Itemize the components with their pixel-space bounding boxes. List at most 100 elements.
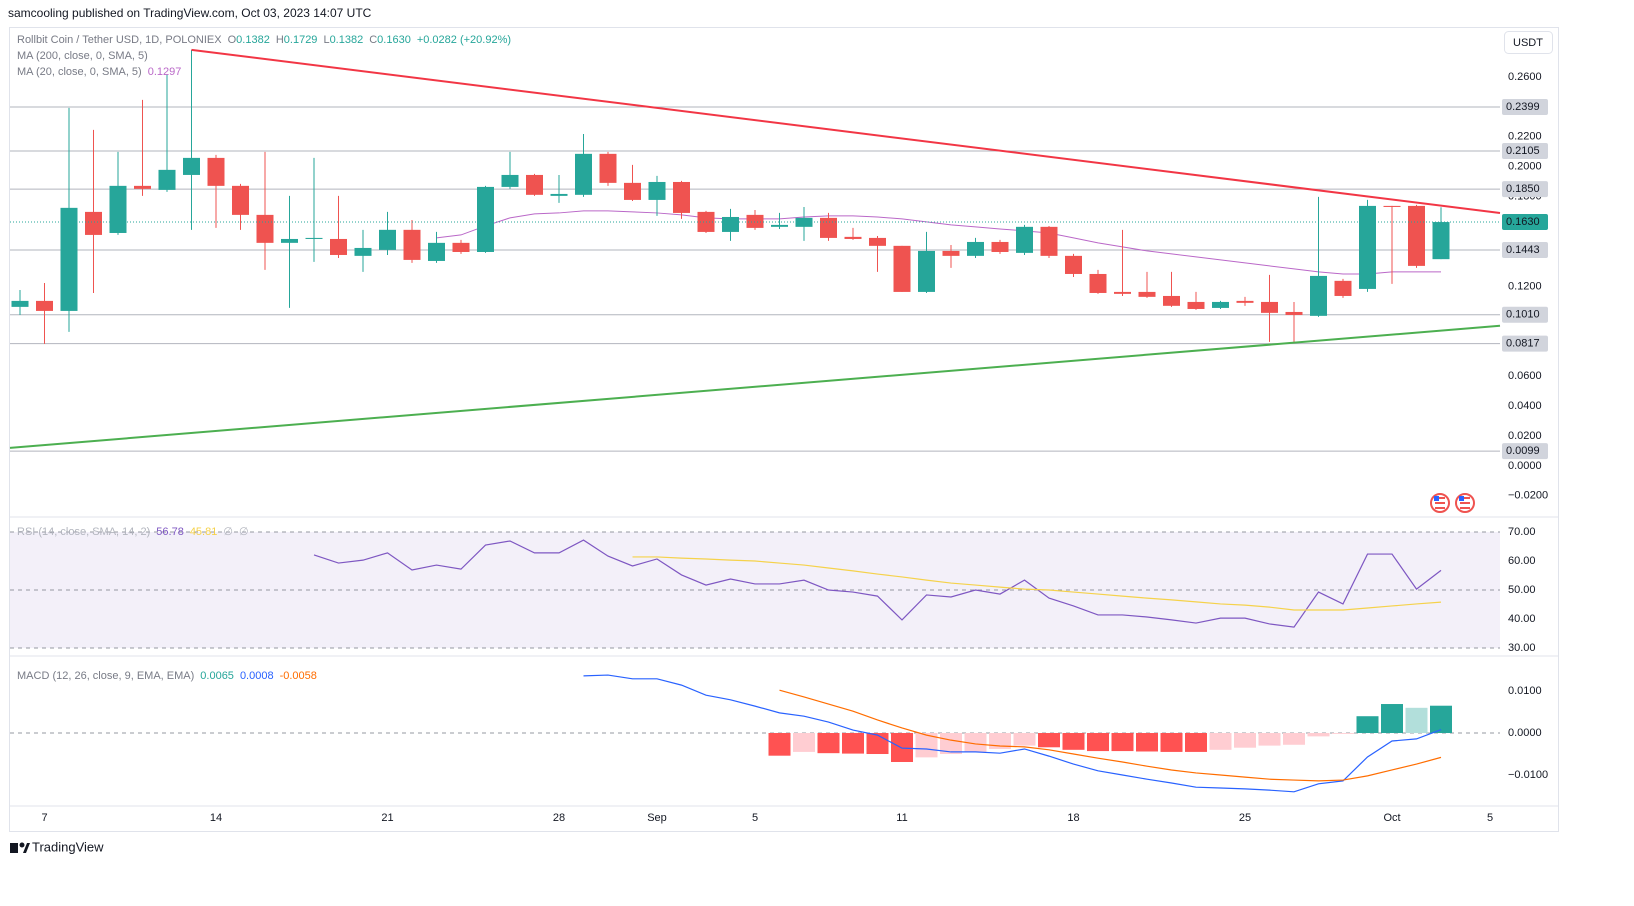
candle-body (1310, 275, 1327, 316)
histogram-bar (1038, 733, 1060, 748)
histogram-bar (1111, 733, 1134, 752)
histogram-bar (1087, 733, 1109, 752)
candle-body (869, 237, 886, 246)
candle-body (11, 300, 29, 307)
x-tick-label: 25 (1239, 812, 1251, 824)
x-tick-label: 7 (41, 812, 47, 824)
indicator-value: -0.0058 (280, 670, 317, 682)
candle-body (1089, 273, 1107, 293)
candle-body (1236, 300, 1254, 303)
candle-body (232, 185, 249, 215)
x-tick-label: 21 (381, 812, 393, 824)
flag-stripe (1460, 502, 1470, 504)
ohlc-value: 0.1382 (236, 34, 270, 46)
candle-body (1383, 205, 1401, 207)
ma-line (436, 210, 1441, 275)
candle-body (134, 185, 151, 189)
level-label-bg (1502, 335, 1548, 352)
candle-body (1432, 222, 1450, 260)
indicator-extra: ∅ (239, 526, 249, 538)
histogram-bar (1013, 733, 1036, 746)
level-label-bg (1502, 242, 1548, 259)
price-change: +0.0282 (+20.92%) (417, 34, 511, 46)
histogram-bar (817, 733, 840, 754)
indicator-name: MA (20, close, 0, SMA, 5) (17, 66, 142, 78)
y-tick-label: 70.00 (1508, 526, 1536, 538)
flag-icons (1430, 493, 1475, 513)
candle-body (1065, 255, 1082, 274)
candle-body (1359, 205, 1376, 289)
x-tick-label: 5 (752, 812, 758, 824)
candle-body (36, 300, 53, 311)
level-label: 0.1010 (1506, 309, 1540, 321)
histogram-bar (1430, 705, 1452, 734)
ohlc-value: 0.1729 (284, 34, 318, 46)
histogram-bar (1356, 716, 1379, 734)
candle-body (526, 174, 543, 195)
flag-stripe (1460, 507, 1470, 509)
currency-label[interactable]: USDT (1513, 37, 1543, 49)
level-label: 0.0817 (1506, 338, 1540, 350)
candle-body (207, 157, 225, 186)
histogram-bar (842, 733, 864, 754)
y-tick-label: 0.2200 (1508, 131, 1542, 143)
logo-mark (19, 842, 25, 848)
histogram-bar (1062, 733, 1085, 750)
candle-body (183, 157, 200, 175)
candle-body (942, 250, 960, 256)
level-label: 0.2105 (1506, 145, 1540, 157)
level-label-bg (1502, 99, 1548, 116)
histogram-bar (1307, 733, 1330, 737)
level-label: 0.2399 (1506, 101, 1540, 113)
candle-body (550, 193, 568, 196)
rsi-line (313, 539, 1442, 628)
flag-stripe (1435, 497, 1445, 499)
candle-body (967, 241, 984, 256)
ohlc-value: 0.1630 (377, 34, 411, 46)
candle-body (1408, 205, 1425, 266)
candle-body (1334, 280, 1352, 296)
candle-body (403, 229, 421, 260)
legend: Rollbit Coin / Tether USD, 1D, POLONIEX O… (17, 34, 511, 46)
x-tick-label: 5 (1487, 812, 1493, 824)
ohlc-label: O (228, 34, 237, 46)
y-tick-label: 0.0000 (1508, 727, 1542, 739)
y-tick-label: 0.0200 (1508, 430, 1542, 442)
indicator-value: 56.78 (156, 526, 184, 538)
published-note: samcooling published on TradingView.com,… (8, 6, 372, 20)
currency-button[interactable] (1504, 31, 1553, 54)
candle-body (1163, 295, 1180, 306)
candle-body (1040, 226, 1058, 256)
y-tick-label: 60.00 (1508, 555, 1536, 567)
candle-body (771, 224, 788, 227)
last-price-label: 0.1630 (1506, 216, 1540, 228)
histogram-bar (1258, 733, 1281, 746)
indicator-value: 0.1297 (148, 66, 182, 78)
macd-line (779, 689, 1442, 782)
candle-body (1138, 291, 1156, 297)
candle-body (428, 242, 445, 261)
indicator-value: 0.0065 (200, 670, 234, 682)
histogram-bar (915, 733, 938, 758)
histogram-bar (866, 733, 889, 755)
ohlc-value: 0.1382 (330, 34, 364, 46)
level-label: 0.0099 (1506, 445, 1540, 457)
legend: RSI (14, close, SMA, 14, 2) 56.78 45.81 ∅ ∅ (17, 526, 249, 538)
x-tick-label: 14 (210, 812, 222, 824)
indicator-name: MACD (12, 26, close, 9, EMA, EMA) (17, 670, 194, 682)
histogram-bar (1234, 733, 1256, 748)
candle-body (673, 181, 690, 213)
y-tick-label: −0.0200 (1508, 490, 1548, 502)
y-tick-label: 0.2600 (1508, 71, 1542, 83)
trendline (191, 48, 1501, 214)
histogram-bar (940, 733, 962, 755)
x-tick-label: 28 (553, 812, 565, 824)
candle-body (575, 153, 592, 195)
candle-body (1285, 311, 1303, 315)
indicator-value: 45.81 (190, 526, 218, 538)
candle-body (893, 245, 911, 292)
candle-body (722, 216, 739, 232)
